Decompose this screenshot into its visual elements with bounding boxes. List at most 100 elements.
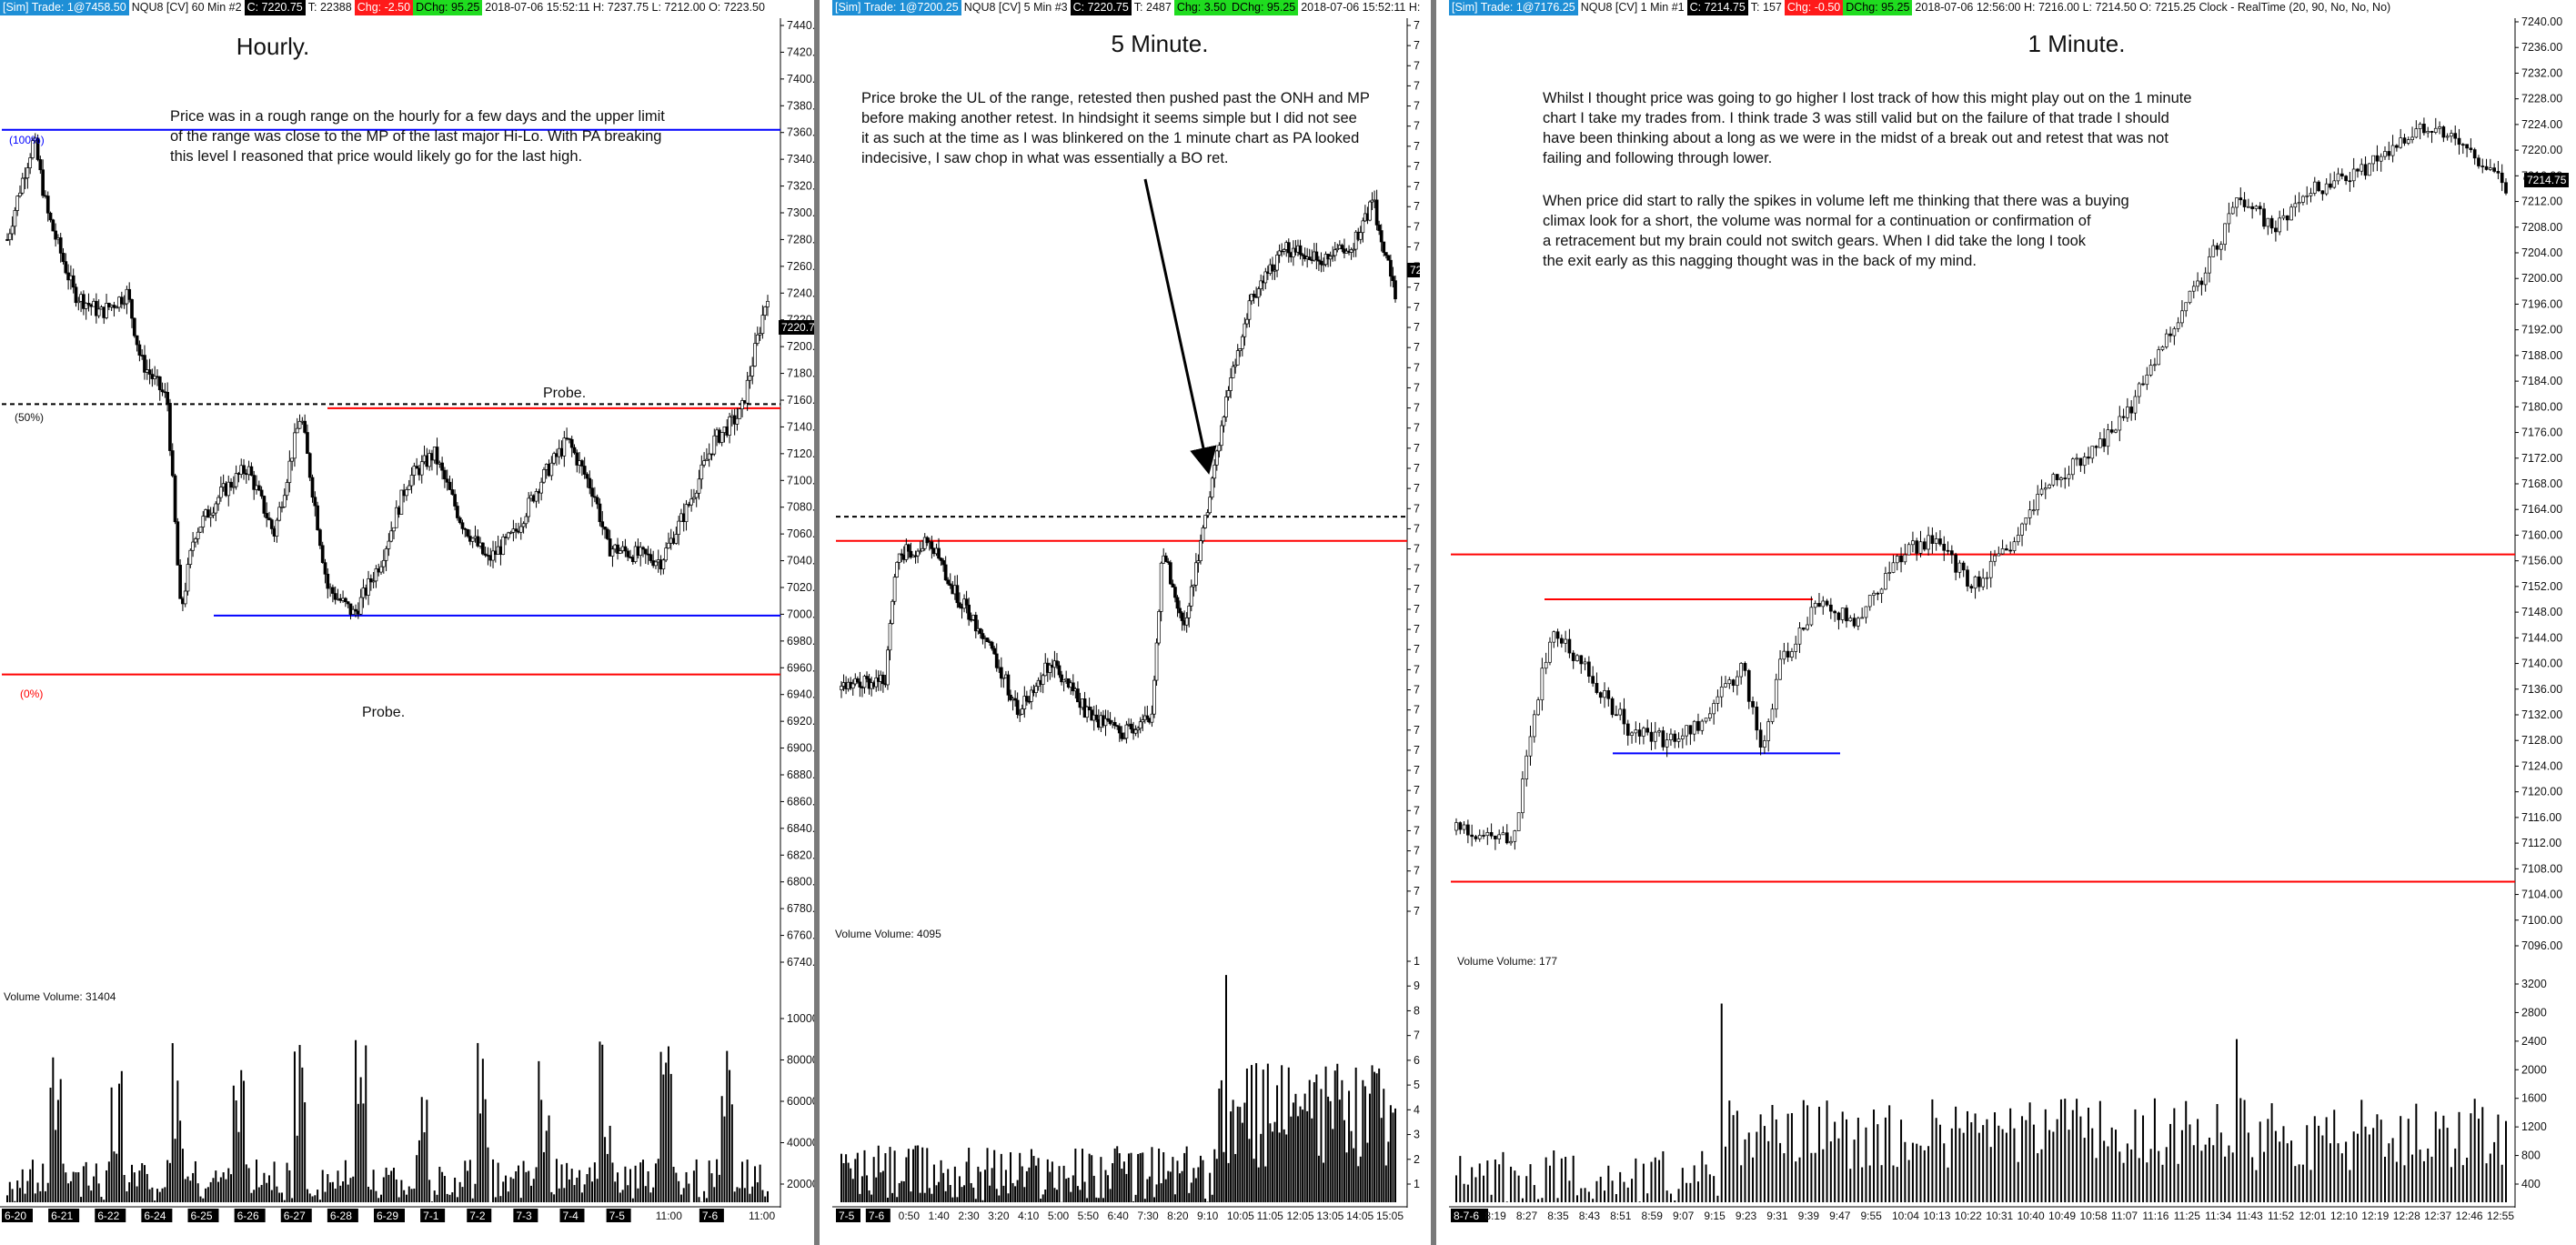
volume-bar bbox=[1989, 1147, 1992, 1202]
volume-bar bbox=[1315, 1074, 1318, 1202]
volume-bar bbox=[477, 1042, 479, 1202]
candle-body bbox=[1571, 652, 1575, 661]
candle-body bbox=[242, 465, 246, 474]
volume-bar bbox=[1091, 1155, 1093, 1202]
volume-bar bbox=[678, 1180, 680, 1202]
candle-body bbox=[2258, 206, 2262, 210]
price-tick-label: 7320.00 bbox=[787, 180, 814, 193]
candle-body bbox=[157, 376, 162, 391]
probe-label-top: Probe. bbox=[543, 386, 587, 401]
candle-body bbox=[1657, 730, 1661, 733]
candle-body bbox=[534, 491, 538, 502]
volume-bar bbox=[2009, 1108, 2012, 1202]
candle-body bbox=[440, 462, 444, 471]
candle-body bbox=[1872, 592, 1876, 596]
volume-bar bbox=[2318, 1125, 2320, 1202]
candle-body bbox=[1060, 674, 1063, 683]
candle-body bbox=[1301, 254, 1304, 256]
time-tick-label: 10:49 bbox=[2048, 1210, 2076, 1222]
candle-body bbox=[1275, 254, 1279, 271]
volume-bar bbox=[1387, 1141, 1390, 1202]
volume-bar bbox=[1204, 1199, 1207, 1202]
candle-body bbox=[918, 550, 922, 553]
volume-bar bbox=[143, 1165, 146, 1202]
volume-bar bbox=[1046, 1159, 1049, 1202]
candle-body bbox=[346, 601, 350, 605]
volume-bar bbox=[95, 1163, 97, 1202]
five-minute-chart[interactable]: 7280.007275.007270.007265.007260.007255.… bbox=[832, 0, 1420, 1245]
volume-bar bbox=[2224, 1156, 2227, 1202]
price-tick-label: 7180.00 bbox=[1414, 422, 1420, 435]
candle-body bbox=[1696, 720, 1700, 731]
volume-bar bbox=[154, 1200, 156, 1202]
candle-body bbox=[409, 475, 414, 487]
candle-body bbox=[1969, 586, 1974, 589]
volume-bar bbox=[2235, 1039, 2238, 1202]
volume-bar bbox=[1986, 1119, 1988, 1202]
candle-body bbox=[1817, 603, 1821, 607]
volume-bar bbox=[321, 1170, 324, 1202]
volume-bar bbox=[1357, 1166, 1360, 1202]
panel-divider[interactable] bbox=[814, 0, 820, 1245]
volume-bar bbox=[1062, 1165, 1065, 1202]
volume-bar bbox=[730, 1104, 733, 1202]
candle-body bbox=[1048, 664, 1052, 673]
candle-body bbox=[1199, 540, 1202, 562]
one-minute-chart[interactable]: 7240.007236.007232.007228.007224.007220.… bbox=[1449, 0, 2576, 1245]
volume-bar bbox=[2329, 1143, 2331, 1202]
volume-bar bbox=[1070, 1191, 1072, 1202]
candle-body bbox=[943, 564, 948, 581]
candle-body bbox=[618, 550, 622, 554]
time-tick-label: 10:58 bbox=[2079, 1210, 2107, 1222]
candle-body bbox=[61, 253, 65, 262]
price-tick-label: 7360.00 bbox=[787, 126, 814, 139]
candle-body bbox=[1361, 220, 1365, 234]
candle-body bbox=[1887, 572, 1892, 574]
candle-body bbox=[2254, 206, 2259, 209]
price-tick-label: 7228.00 bbox=[2521, 93, 2562, 105]
price-tick-label: 7164.00 bbox=[2521, 503, 2562, 516]
volume-bar bbox=[2146, 1162, 2148, 1202]
candle-body bbox=[1867, 595, 1872, 607]
volume-bar bbox=[1142, 1152, 1144, 1202]
volume-bar bbox=[1220, 1079, 1223, 1202]
candle-body bbox=[643, 548, 648, 555]
volume-bar bbox=[1197, 1167, 1200, 1202]
candle-body bbox=[1352, 248, 1355, 251]
volume-bar bbox=[951, 1197, 954, 1202]
volume-bar bbox=[1378, 1068, 1381, 1202]
candle-body bbox=[1497, 834, 1502, 839]
date-box bbox=[606, 1209, 631, 1222]
candle-body bbox=[1513, 830, 1517, 842]
candle-body bbox=[2266, 217, 2270, 227]
panel-divider[interactable] bbox=[1431, 0, 1436, 1245]
candle-body bbox=[689, 498, 693, 506]
volume-bar bbox=[914, 1145, 917, 1202]
candle-body bbox=[1196, 560, 1201, 564]
volume-bar bbox=[1592, 1199, 1595, 1202]
date-box bbox=[420, 1209, 446, 1222]
candle-body bbox=[86, 303, 91, 306]
price-tick-label: 7148.00 bbox=[2521, 606, 2562, 618]
volume-bar bbox=[1245, 1068, 1248, 1202]
volume-bar bbox=[1919, 1145, 1922, 1202]
volume-bar bbox=[1232, 1099, 1234, 1202]
volume-bar bbox=[418, 1140, 420, 1202]
price-tick-label: 7120.00 bbox=[1414, 663, 1420, 676]
volume-bar bbox=[247, 1168, 250, 1202]
volume-bar bbox=[981, 1200, 984, 1202]
hourly-chart[interactable]: 7440.007420.007400.007380.007360.007340.… bbox=[0, 0, 814, 1245]
time-tick-label: 8:20 bbox=[1167, 1210, 1189, 1222]
volume-bar bbox=[413, 1188, 416, 1202]
candle-body bbox=[38, 159, 43, 171]
volume-bar bbox=[202, 1198, 205, 1202]
candle-body bbox=[1243, 323, 1247, 337]
volume-tick-label: 1000 bbox=[1414, 1178, 1420, 1190]
candle-body bbox=[1314, 251, 1319, 261]
candle-body bbox=[1778, 658, 1782, 680]
volume-bar bbox=[579, 1170, 581, 1202]
volume-bar bbox=[1931, 1099, 1934, 1202]
candle-body bbox=[249, 466, 254, 476]
candle-body bbox=[2356, 168, 2360, 172]
candle-body bbox=[1184, 617, 1189, 626]
